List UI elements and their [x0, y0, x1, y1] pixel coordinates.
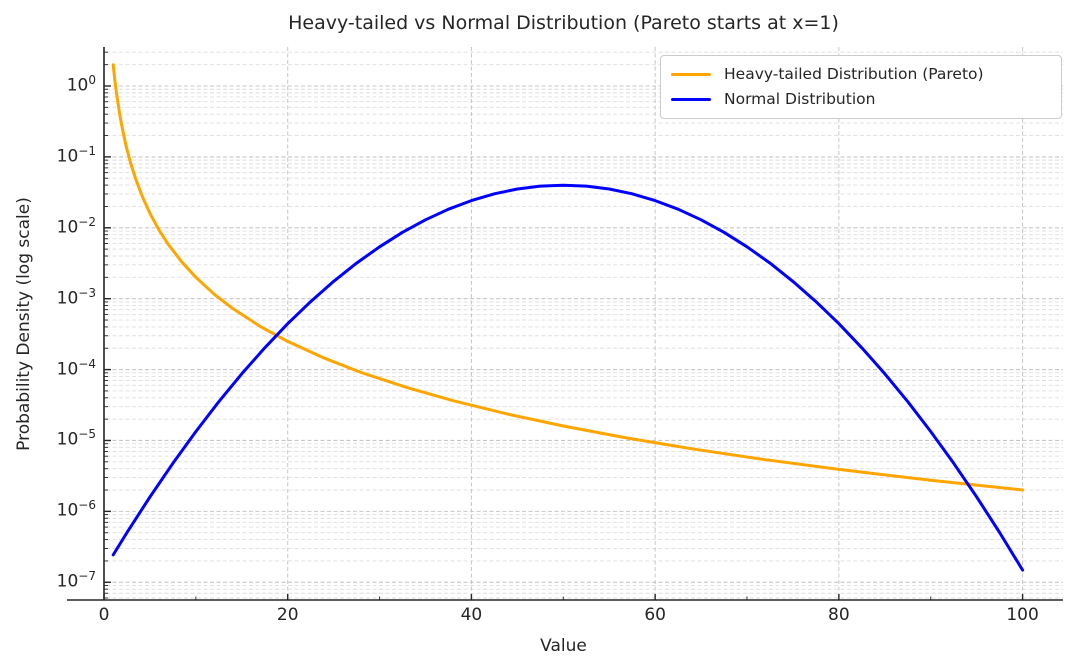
x-tick-label: 60	[644, 605, 666, 625]
y-tick-label: 10−5	[56, 427, 96, 451]
x-tick-label: 100	[1006, 605, 1039, 625]
x-tick-label: 80	[828, 605, 850, 625]
legend-label-pareto: Heavy-tailed Distribution (Pareto)	[724, 65, 984, 84]
legend-label-normal: Normal Distribution	[724, 90, 876, 108]
series-line-0	[111, 63, 1025, 492]
y-tick-label: 100	[66, 72, 96, 96]
y-tick-label: 10−7	[56, 569, 96, 592]
x-tick-label: 20	[276, 605, 299, 625]
x-tick-label: 40	[460, 605, 483, 625]
legend-item-pareto: Heavy-tailed Distribution (Pareto)	[671, 65, 1051, 84]
x-axis-label: Value	[540, 636, 587, 656]
y-tick-label: 10−6	[56, 498, 96, 522]
legend: Heavy-tailed Distribution (Pareto) Norma…	[660, 55, 1062, 119]
legend-item-normal: Normal Distribution	[671, 90, 1051, 109]
normal-line-swatch	[671, 97, 711, 102]
chart-title: Heavy-tailed vs Normal Distribution (Par…	[288, 12, 839, 34]
pareto-line-swatch	[671, 72, 711, 77]
series-line-1	[111, 183, 1025, 572]
x-tick-label: 0	[98, 605, 110, 625]
y-tick-label: 10−1	[56, 143, 96, 167]
y-tick-label: 10−2	[56, 214, 96, 238]
y-tick-label: 10−3	[56, 285, 96, 309]
y-tick-label: 10−4	[56, 356, 96, 380]
